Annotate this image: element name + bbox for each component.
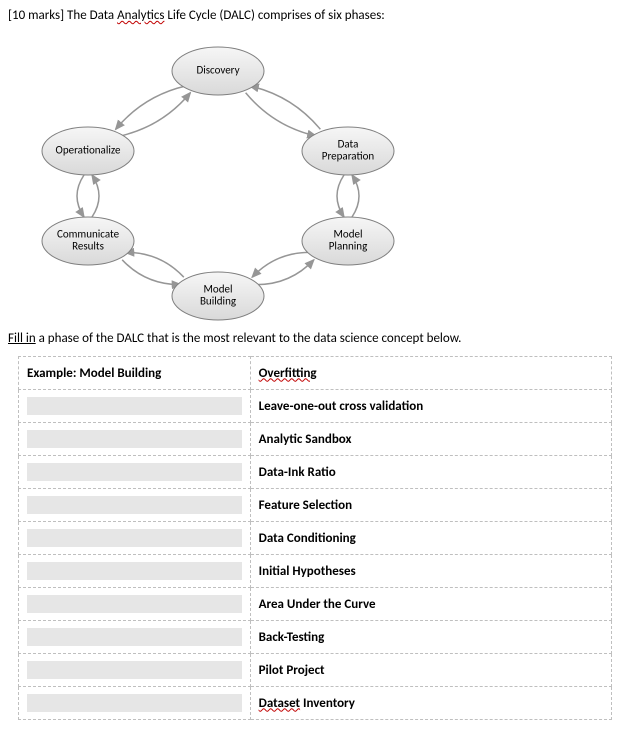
header-right: Overfitting (251, 362, 611, 385)
cycle-svg: Discovery DataPreparation ModelPlanning Mod… (18, 31, 438, 321)
table-row: Data Conditioning (19, 522, 612, 555)
answer-input-3[interactable] (27, 496, 242, 514)
table-row: Analytic Sandbox (19, 423, 612, 456)
table-row: Initial Hypotheses (19, 555, 612, 588)
node-commresults: CommunicateResults (42, 217, 134, 265)
node-modelbuild: ModelBuilding (172, 272, 264, 320)
table-row: Feature Selection (19, 489, 612, 522)
fill-in-prompt: Fill in a phase of the DALC that is the … (8, 331, 615, 346)
concept-label: Data-Ink Ratio (251, 461, 611, 484)
edge-commresults-to-modelbuild (122, 260, 181, 285)
concept-label: Dataset Inventory (251, 692, 611, 715)
answer-input-0[interactable] (27, 397, 242, 415)
answer-input-6[interactable] (27, 595, 242, 613)
node-dataprep: DataPreparation (302, 127, 394, 175)
header-left: Example: Model Building (19, 362, 250, 385)
table-row: Area Under the Curve (19, 588, 612, 621)
concept-label: Area Under the Curve (251, 593, 611, 616)
table-row: Dataset Inventory (19, 687, 612, 720)
edge-dataprep-to-modelplan (337, 175, 344, 217)
concept-label: Back-Testing (251, 626, 611, 649)
concept-label: Feature Selection (251, 494, 611, 517)
edge-modelbuild-to-modelplan (255, 260, 314, 285)
answer-input-2[interactable] (27, 463, 242, 481)
table-header-row: Example: Model BuildingOverfitting (19, 357, 612, 390)
answer-input-5[interactable] (27, 562, 242, 580)
node-commresults-label: Results (72, 240, 104, 253)
title-prefix: [10 marks] The Data (8, 8, 117, 23)
edge-modelplan-to-modelbuild (252, 252, 311, 277)
concept-label: Initial Hypotheses (251, 560, 611, 583)
answer-input-8[interactable] (27, 661, 242, 679)
table-row: Back-Testing (19, 621, 612, 654)
prompt-underline: Fill in (8, 331, 36, 346)
edge-modelbuild-to-commresults (125, 252, 184, 277)
answer-input-4[interactable] (27, 529, 242, 547)
title-suffix: Life Cycle (DALC) comprises of six phase… (164, 8, 384, 23)
concept-label: Pilot Project (251, 659, 611, 682)
prompt-rest: a phase of the DALC that is the most rel… (36, 331, 462, 346)
answer-input-7[interactable] (27, 628, 242, 646)
table-row: Data-Ink Ratio (19, 456, 612, 489)
node-modelbuild-label: Building (200, 295, 236, 308)
table-row: Leave-one-out cross validation (19, 390, 612, 423)
node-operational: Operationalize (42, 127, 134, 175)
edge-modelplan-to-dataprep (352, 175, 359, 217)
node-modelplan: ModelPlanning (302, 217, 394, 265)
question-title: [10 marks] The Data Analytics Life Cycle… (8, 8, 615, 23)
answer-table: Example: Model BuildingOverfitting Leave-… (18, 356, 612, 720)
table-row: Pilot Project (19, 654, 612, 687)
answer-input-1[interactable] (27, 430, 242, 448)
node-dataprep-label: Preparation (322, 150, 375, 163)
edge-operational-to-commresults (77, 175, 84, 217)
edge-commresults-to-operational (92, 175, 99, 217)
answer-input-9[interactable] (27, 694, 242, 712)
node-operational-label: Operationalize (56, 144, 121, 157)
concept-label: Leave-one-out cross validation (251, 395, 611, 418)
dalc-cycle-diagram: Discovery DataPreparation ModelPlanning Mod… (18, 31, 438, 321)
title-wavy: Analytics (117, 8, 164, 23)
node-discovery: Discovery (172, 47, 264, 95)
node-discovery-label: Discovery (196, 64, 239, 77)
node-modelplan-label: Planning (329, 240, 368, 253)
concept-label: Analytic Sandbox (251, 428, 611, 451)
concept-label: Data Conditioning (251, 527, 611, 550)
